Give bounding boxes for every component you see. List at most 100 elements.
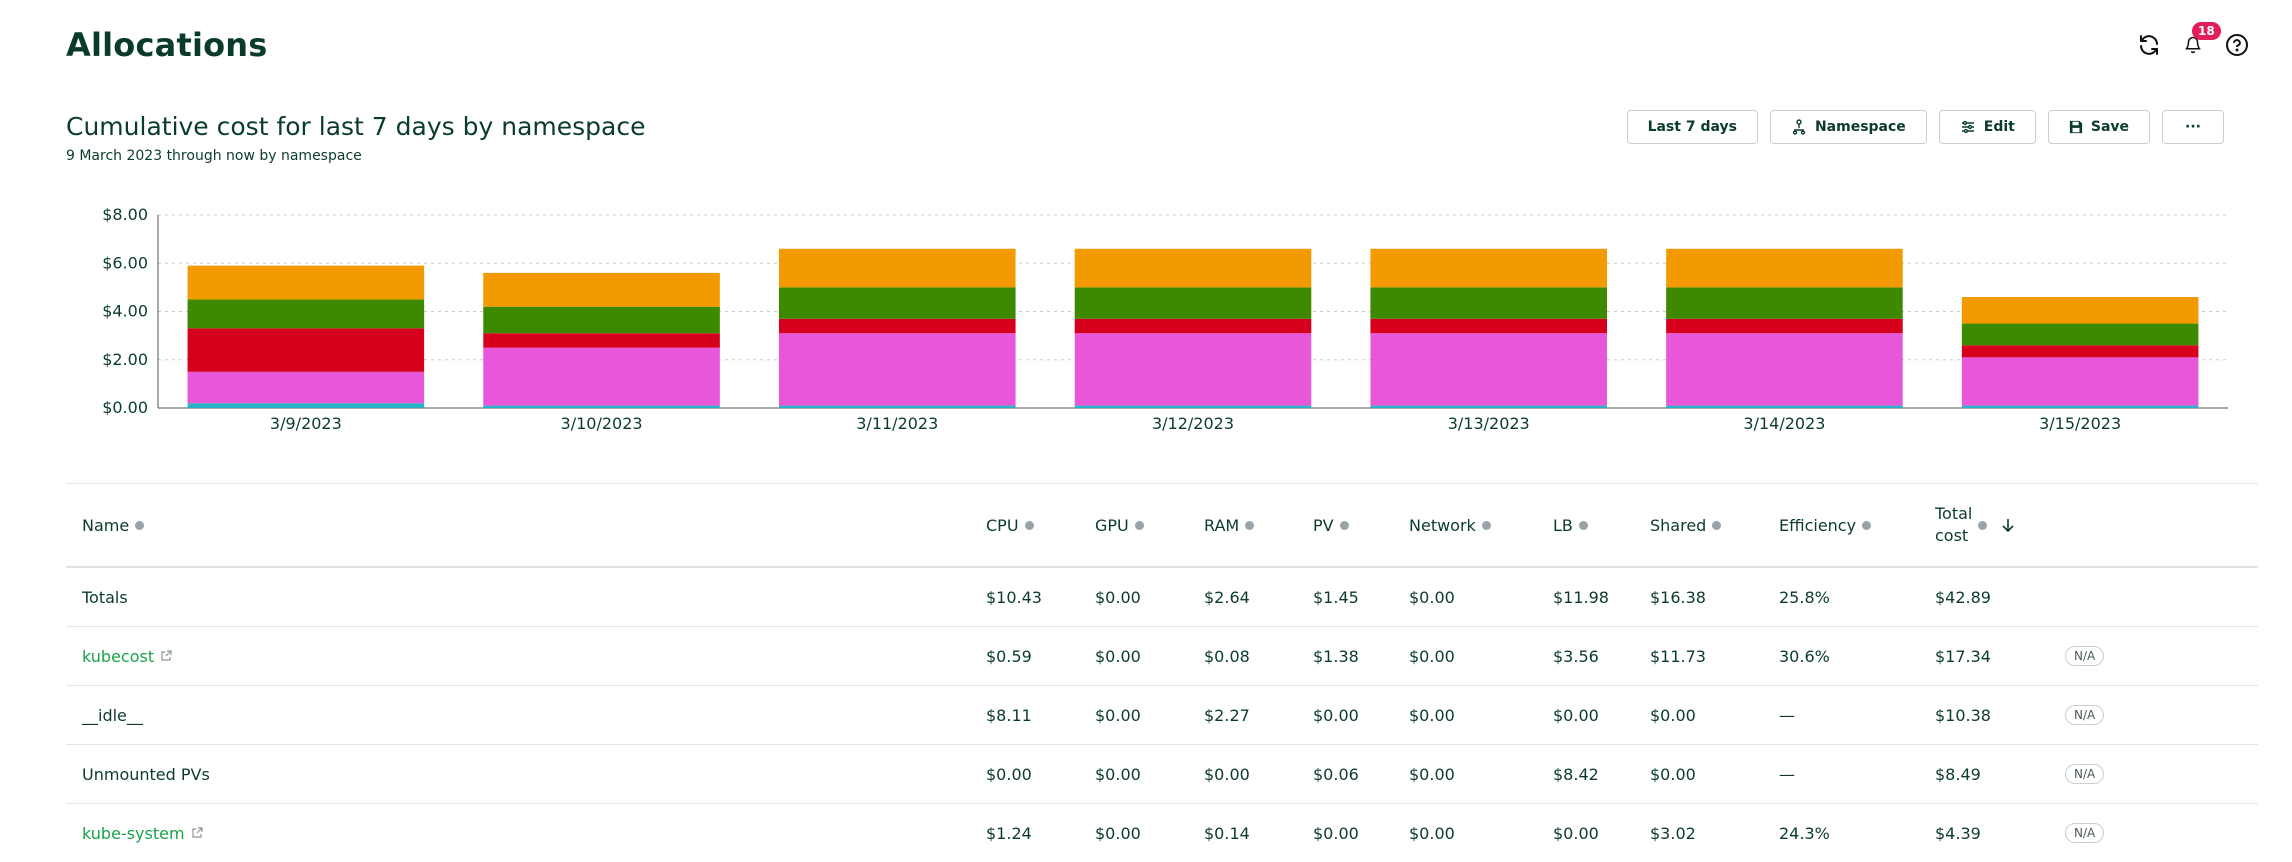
bar-segment — [779, 248, 1016, 288]
edit-button[interactable]: Edit — [1938, 110, 2036, 144]
allocation-table: Name CPU GPU RAM PV Network LB Shared Ef… — [66, 483, 2258, 862]
info-icon — [1481, 520, 1491, 530]
y-tick-label: $8.00 — [102, 205, 148, 224]
na-badge: N/A — [2065, 823, 2105, 843]
table-row[interactable]: kubecost $0.59 $0.00 $0.08 $1.38 $0.00 $… — [66, 627, 2258, 686]
namespace-link-kube-system[interactable]: kube-system — [82, 824, 203, 843]
info-icon — [135, 520, 145, 530]
bar-segment — [187, 299, 425, 329]
bar-segment — [1370, 287, 1607, 319]
bar-segment — [483, 405, 720, 408]
cost-chart: $0.00 $2.00 $4.00 $6.00 $8.00 3/9/2023 3/10/20… — [102, 205, 2228, 433]
cell-gpu: $0.00 — [1095, 823, 1141, 843]
cell-cpu: $0.00 — [986, 764, 1032, 784]
header-efficiency[interactable]: Efficiency — [1779, 484, 1872, 566]
notification-count-badge: 18 — [2192, 22, 2221, 40]
more-options-button[interactable]: ··· — [2162, 110, 2224, 144]
bar-segment — [1074, 287, 1312, 319]
x-tick-label: 3/9/2023 — [270, 414, 342, 433]
notifications-button[interactable]: 18 — [2178, 22, 2221, 60]
info-icon — [1134, 520, 1144, 530]
header-network[interactable]: Network — [1409, 484, 1491, 566]
bar-segment — [779, 333, 1016, 406]
namespace-link-kubecost[interactable]: kubecost — [82, 647, 172, 666]
cell-efficiency: — — [1779, 764, 1795, 784]
bar-segment — [1370, 318, 1607, 334]
header-pv[interactable]: PV — [1313, 484, 1349, 566]
cell-network: $0.00 — [1409, 646, 1455, 666]
table-row[interactable]: __idle__ $8.11 $0.00 $2.27 $0.00 $0.00 $… — [66, 686, 2258, 745]
cell-gpu: $0.00 — [1095, 646, 1141, 666]
cell-shared: $0.00 — [1650, 705, 1696, 725]
bar-segment — [483, 272, 720, 307]
cell-total-cost: $10.38 — [1935, 705, 1991, 725]
bar-segment — [483, 333, 720, 348]
hierarchy-icon — [1792, 119, 1806, 135]
totals-label: Totals — [82, 587, 128, 607]
cell-ram: $0.00 — [1204, 764, 1250, 784]
cell-ram: $0.14 — [1204, 823, 1250, 843]
bar-segment — [1370, 248, 1607, 288]
y-tick-label: $6.00 — [102, 253, 148, 272]
x-tick-label: 3/13/2023 — [1448, 414, 1530, 433]
cell-shared: $3.02 — [1650, 823, 1696, 843]
totals-cpu: $10.43 — [986, 587, 1042, 607]
cell-ram: $2.27 — [1204, 705, 1250, 725]
header-lb[interactable]: LB — [1553, 484, 1588, 566]
cell-cpu: $0.59 — [986, 646, 1032, 666]
header-gpu[interactable]: GPU — [1095, 484, 1144, 566]
bar-segment — [779, 287, 1016, 319]
report-subtitle: 9 March 2023 through now by namespace — [66, 148, 362, 164]
bar-segment — [1666, 405, 1903, 408]
date-range-button[interactable]: Last 7 days — [1626, 110, 1758, 144]
table-row[interactable]: kube-system $1.24 $0.00 $0.14 $0.00 $0.0… — [66, 804, 2258, 862]
cell-total-cost: $17.34 — [1935, 646, 1991, 666]
cell-gpu: $0.00 — [1095, 705, 1141, 725]
header-cpu[interactable]: CPU — [986, 484, 1034, 566]
bar-segment — [1961, 405, 2199, 408]
header-total-cost[interactable]: Total cost — [1935, 484, 2015, 566]
y-tick-label: $0.00 — [102, 398, 148, 417]
bar-segment — [779, 318, 1016, 334]
cell-gpu: $0.00 — [1095, 764, 1141, 784]
header-shared[interactable]: Shared — [1650, 484, 1722, 566]
bar-segment — [483, 347, 720, 406]
totals-row: Totals $10.43 $0.00 $2.64 $1.45 $0.00 $1… — [66, 568, 2258, 627]
sliders-icon — [1961, 120, 1974, 134]
refresh-button[interactable] — [2134, 30, 2164, 60]
help-icon — [2226, 34, 2248, 56]
info-icon — [1578, 520, 1588, 530]
bar-segment — [187, 403, 425, 408]
report-title: Cumulative cost for last 7 days by names… — [66, 112, 646, 141]
cell-pv: $1.38 — [1313, 646, 1359, 666]
aggregate-button[interactable]: Namespace — [1769, 110, 1927, 144]
na-badge: N/A — [2065, 646, 2105, 666]
totals-pv: $1.45 — [1313, 587, 1359, 607]
refresh-icon — [2140, 35, 2158, 55]
header-name[interactable]: Name — [82, 484, 145, 566]
table-header-row: Name CPU GPU RAM PV Network LB Shared Ef… — [66, 483, 2258, 568]
cell-network: $0.00 — [1409, 764, 1455, 784]
bar-segment — [1074, 318, 1312, 334]
cell-lb: $3.56 — [1553, 646, 1599, 666]
aggregate-label: Namespace — [1814, 119, 1906, 135]
totals-efficiency: 25.8% — [1779, 587, 1830, 607]
cell-pv: $0.00 — [1313, 705, 1359, 725]
save-button[interactable]: Save — [2047, 110, 2151, 144]
bar-segment — [187, 371, 425, 404]
bar-segment — [1074, 248, 1312, 288]
cell-network: $0.00 — [1409, 705, 1455, 725]
bar-segment — [1370, 333, 1607, 406]
x-tick-label: 3/11/2023 — [856, 414, 938, 433]
header-ram[interactable]: RAM — [1204, 484, 1255, 566]
bar-segment — [1074, 405, 1312, 408]
row-name: __idle__ — [82, 705, 143, 725]
cell-cpu: $1.24 — [986, 823, 1032, 843]
help-button[interactable] — [2222, 30, 2252, 60]
table-row[interactable]: Unmounted PVs $0.00 $0.00 $0.00 $0.06 $0… — [66, 745, 2258, 804]
report-toolbar: Last 7 days Namespace Edit Save ··· — [1626, 110, 2224, 144]
row-name: Unmounted PVs — [82, 764, 210, 784]
totals-lb: $11.98 — [1553, 587, 1609, 607]
y-tick-label: $2.00 — [102, 350, 148, 369]
cell-ram: $0.08 — [1204, 646, 1250, 666]
